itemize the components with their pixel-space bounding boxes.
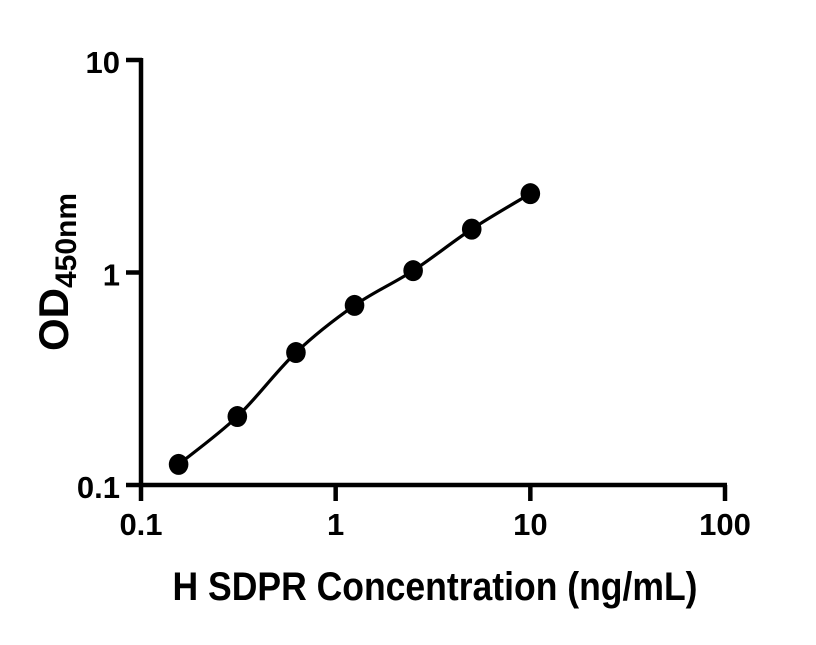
data-point-marker — [286, 342, 306, 364]
data-point-marker — [344, 294, 365, 316]
y-tick-label: 10 — [86, 45, 120, 80]
y-axis-title-subscript: 450nm — [50, 193, 83, 288]
data-point-marker — [520, 183, 541, 205]
data-point-marker — [227, 406, 248, 428]
axis-lines — [138, 58, 727, 488]
data-points — [168, 183, 541, 475]
x-tick-label: 1 — [327, 507, 344, 542]
y-axis-title: OD450nm — [30, 193, 83, 351]
y-axis-title-main: OD — [30, 288, 77, 351]
data-point-marker — [403, 260, 423, 282]
x-tick-label: 0.1 — [119, 507, 162, 542]
data-point-marker — [461, 218, 482, 240]
axis-tick-labels: 0.1 1 10 100 0.1 1 10 — [77, 45, 751, 542]
y-tick-label: 0.1 — [77, 470, 120, 505]
data-point-marker — [168, 453, 189, 475]
x-axis-title: H SDPR Concentration (ng/mL) — [173, 565, 698, 609]
x-tick-label: 10 — [513, 507, 547, 542]
axis-ticks — [126, 57, 728, 501]
x-tick-label: 100 — [699, 507, 751, 542]
y-tick-label: 1 — [103, 258, 120, 293]
